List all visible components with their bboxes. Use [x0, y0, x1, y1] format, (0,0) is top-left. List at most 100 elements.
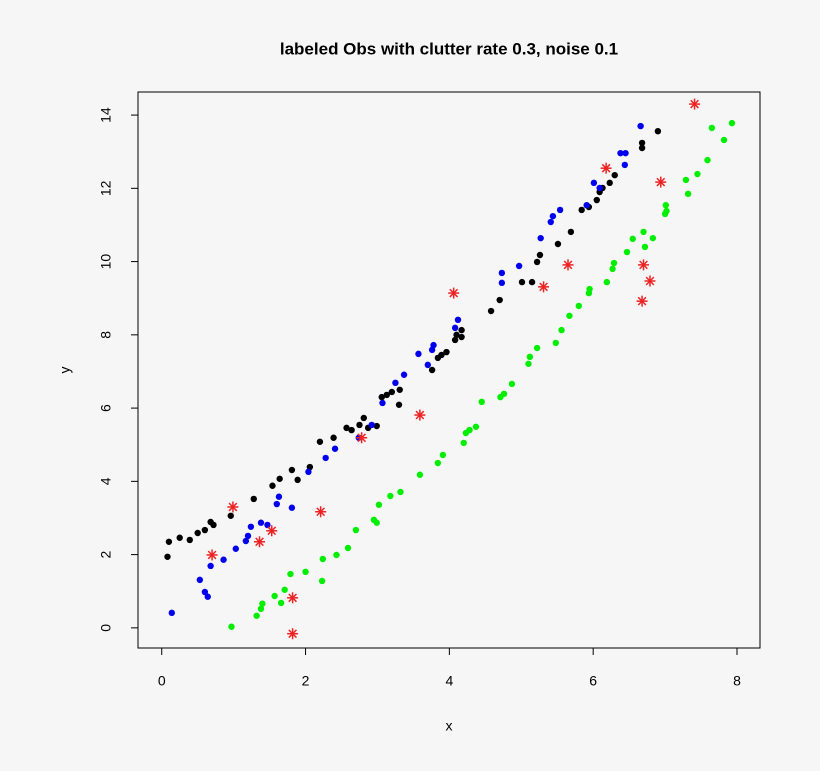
asterisk-stroke: [415, 410, 425, 420]
point: [318, 577, 326, 585]
point: [453, 331, 460, 339]
asterisk-point: [636, 295, 648, 307]
asterisk-stroke: [267, 526, 277, 536]
asterisk-point: [227, 501, 239, 513]
point: [397, 488, 404, 496]
y-tick-label: 12: [98, 180, 114, 196]
asterisk-point: [315, 506, 327, 518]
point: [640, 228, 647, 236]
point: [331, 445, 339, 452]
point: [196, 576, 204, 584]
x-tick-label: 8: [733, 673, 741, 689]
asterisk-point: [287, 628, 299, 640]
point: [201, 588, 209, 596]
point: [210, 521, 217, 529]
point: [629, 235, 636, 243]
point: [269, 482, 276, 489]
point: [638, 139, 646, 147]
point: [302, 568, 309, 576]
point: [201, 526, 209, 534]
point: [257, 519, 265, 526]
point: [281, 586, 288, 593]
point: [247, 523, 255, 530]
x-axis-label: x: [446, 718, 453, 734]
point: [458, 326, 465, 334]
point: [637, 122, 644, 130]
point: [165, 538, 173, 545]
point: [526, 353, 534, 361]
point: [533, 258, 541, 266]
point: [458, 333, 465, 341]
asterisk-stroke: [207, 550, 217, 560]
point: [288, 466, 296, 474]
point: [451, 336, 459, 344]
asterisk-point: [266, 525, 278, 537]
point: [273, 500, 280, 508]
point: [373, 519, 380, 526]
point: [460, 439, 467, 447]
point: [228, 623, 235, 630]
point: [575, 302, 582, 310]
asterisk-point: [356, 432, 368, 444]
point: [556, 206, 564, 214]
point: [392, 379, 399, 387]
y-tick-label: 4: [98, 477, 114, 485]
point: [343, 424, 350, 432]
point: [654, 127, 662, 135]
point: [373, 422, 380, 430]
asterisk-stroke: [639, 260, 648, 270]
point: [438, 351, 445, 359]
point: [472, 423, 480, 430]
point: [684, 190, 692, 198]
point: [244, 532, 252, 540]
chart-title: labeled Obs with clutter rate 0.3, noise…: [280, 39, 618, 58]
point: [649, 234, 657, 242]
point: [454, 316, 462, 324]
point: [368, 421, 375, 429]
point: [271, 592, 278, 600]
asterisk-point: [206, 549, 218, 561]
point: [379, 399, 386, 407]
asterisk-stroke: [357, 433, 367, 443]
point: [387, 492, 394, 500]
point: [451, 324, 459, 332]
point: [220, 556, 227, 563]
point: [641, 243, 649, 251]
point: [416, 471, 424, 478]
asterisk-stroke: [690, 99, 699, 109]
asterisk-point: [644, 275, 656, 287]
plot-frame: [137, 91, 761, 649]
point: [662, 201, 670, 209]
point: [242, 537, 250, 545]
point: [558, 326, 565, 334]
point: [487, 307, 495, 315]
asterisk-point: [655, 176, 667, 188]
point: [277, 599, 285, 607]
asterisk-point: [538, 281, 550, 293]
point: [375, 501, 383, 508]
point: [603, 278, 611, 286]
point: [348, 426, 355, 434]
x-tick-label: 6: [589, 673, 597, 689]
point: [586, 285, 593, 293]
asterisk-point: [414, 409, 426, 421]
y-tick-label: 6: [98, 404, 114, 412]
point: [547, 218, 554, 226]
point: [496, 296, 503, 304]
asterisk-stroke: [255, 537, 264, 547]
point: [566, 312, 573, 319]
point: [609, 265, 616, 273]
asterisk-point: [287, 592, 299, 604]
x-tick-label: 4: [445, 673, 453, 689]
point: [294, 476, 301, 484]
point: [168, 609, 175, 617]
point: [352, 526, 360, 534]
point: [518, 278, 526, 286]
point: [443, 348, 450, 356]
point: [259, 600, 266, 607]
point: [388, 388, 396, 396]
asterisk-stroke: [228, 502, 238, 512]
point: [395, 401, 403, 408]
asterisk-point: [689, 98, 701, 110]
